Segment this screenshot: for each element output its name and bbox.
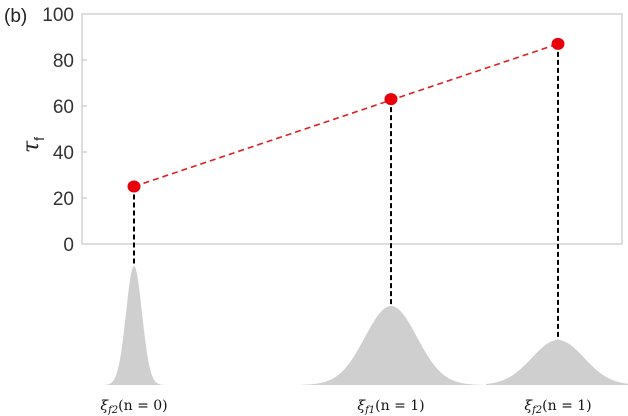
y-axis-label-subscript: f bbox=[31, 137, 47, 141]
distribution-peak bbox=[94, 266, 174, 385]
y-tick-label: 20 bbox=[53, 189, 74, 210]
peak-label-argument: (n = 1) bbox=[375, 398, 424, 414]
y-tick-label: 100 bbox=[42, 5, 74, 26]
distribution-peak bbox=[301, 306, 481, 385]
peak-label: ξf2(n = 0) bbox=[100, 398, 167, 416]
drop-lines bbox=[133, 43, 559, 340]
plot-area bbox=[81, 13, 623, 245]
data-point bbox=[127, 180, 141, 193]
peak-label: ξf2(n = 1) bbox=[524, 398, 591, 416]
y-ticks: 0 20 40 60 80 100 bbox=[42, 5, 87, 256]
y-axis-label: τf bbox=[19, 137, 47, 153]
peak-label: ξf1(n = 1) bbox=[357, 398, 424, 416]
data-point bbox=[551, 37, 565, 50]
peak-label-argument: (n = 1) bbox=[542, 398, 591, 414]
distribution-peak bbox=[486, 340, 628, 385]
peak-label-argument: (n = 0) bbox=[118, 398, 167, 414]
peak-label-symbol: ξ bbox=[524, 398, 533, 414]
peak-label-subscript: f1 bbox=[364, 405, 375, 416]
peak-label-symbol: ξ bbox=[357, 398, 366, 414]
distributions bbox=[94, 266, 628, 385]
y-tick-label: 0 bbox=[63, 235, 74, 256]
peak-labels: ξf2(n = 0) ξf1(n = 1) ξf2(n = 1) bbox=[100, 398, 591, 416]
peak-label-subscript: f2 bbox=[531, 405, 542, 416]
y-axis-label-symbol: τ bbox=[19, 140, 44, 153]
y-tick-label: 40 bbox=[53, 143, 74, 164]
data-point bbox=[384, 93, 398, 106]
y-tick-label: 60 bbox=[53, 97, 74, 118]
trend-line bbox=[133, 43, 559, 188]
peak-label-subscript: f2 bbox=[107, 405, 118, 416]
data-markers bbox=[127, 37, 565, 193]
y-tick-label: 80 bbox=[53, 51, 74, 72]
peak-label-symbol: ξ bbox=[100, 398, 109, 414]
panel-label: (b) bbox=[4, 6, 28, 27]
